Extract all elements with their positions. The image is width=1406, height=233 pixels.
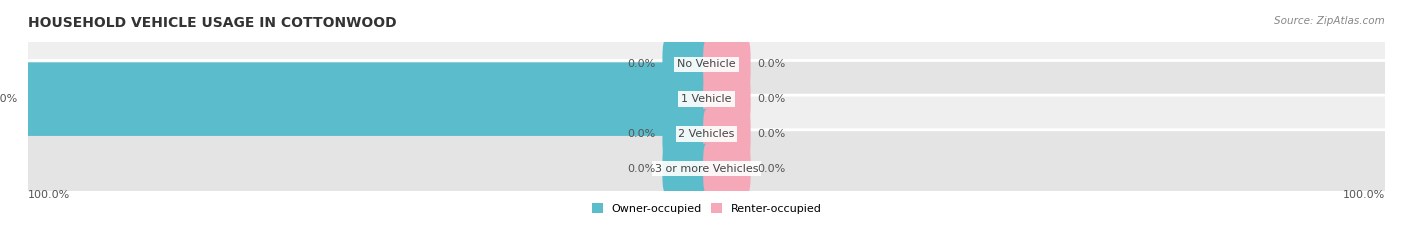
FancyBboxPatch shape bbox=[703, 144, 751, 193]
Text: 100.0%: 100.0% bbox=[1343, 190, 1385, 200]
Text: HOUSEHOLD VEHICLE USAGE IN COTTONWOOD: HOUSEHOLD VEHICLE USAGE IN COTTONWOOD bbox=[28, 16, 396, 30]
FancyBboxPatch shape bbox=[14, 130, 1399, 207]
Text: 100.0%: 100.0% bbox=[0, 94, 18, 104]
Text: 2 Vehicles: 2 Vehicles bbox=[678, 129, 735, 139]
FancyBboxPatch shape bbox=[662, 144, 710, 193]
FancyBboxPatch shape bbox=[703, 40, 751, 89]
Text: 0.0%: 0.0% bbox=[627, 164, 655, 174]
FancyBboxPatch shape bbox=[703, 109, 751, 159]
FancyBboxPatch shape bbox=[22, 62, 711, 136]
FancyBboxPatch shape bbox=[662, 40, 710, 89]
Text: 0.0%: 0.0% bbox=[758, 94, 786, 104]
Legend: Owner-occupied, Renter-occupied: Owner-occupied, Renter-occupied bbox=[588, 199, 825, 218]
Text: 0.0%: 0.0% bbox=[758, 129, 786, 139]
Text: 0.0%: 0.0% bbox=[627, 129, 655, 139]
Text: No Vehicle: No Vehicle bbox=[678, 59, 735, 69]
FancyBboxPatch shape bbox=[14, 60, 1399, 138]
Text: 0.0%: 0.0% bbox=[627, 59, 655, 69]
Text: 1 Vehicle: 1 Vehicle bbox=[682, 94, 731, 104]
FancyBboxPatch shape bbox=[662, 109, 710, 159]
Text: Source: ZipAtlas.com: Source: ZipAtlas.com bbox=[1274, 16, 1385, 26]
FancyBboxPatch shape bbox=[14, 95, 1399, 173]
FancyBboxPatch shape bbox=[703, 74, 751, 124]
FancyBboxPatch shape bbox=[14, 26, 1399, 103]
Text: 0.0%: 0.0% bbox=[758, 164, 786, 174]
Text: 100.0%: 100.0% bbox=[28, 190, 70, 200]
Text: 0.0%: 0.0% bbox=[758, 59, 786, 69]
Text: 3 or more Vehicles: 3 or more Vehicles bbox=[655, 164, 758, 174]
